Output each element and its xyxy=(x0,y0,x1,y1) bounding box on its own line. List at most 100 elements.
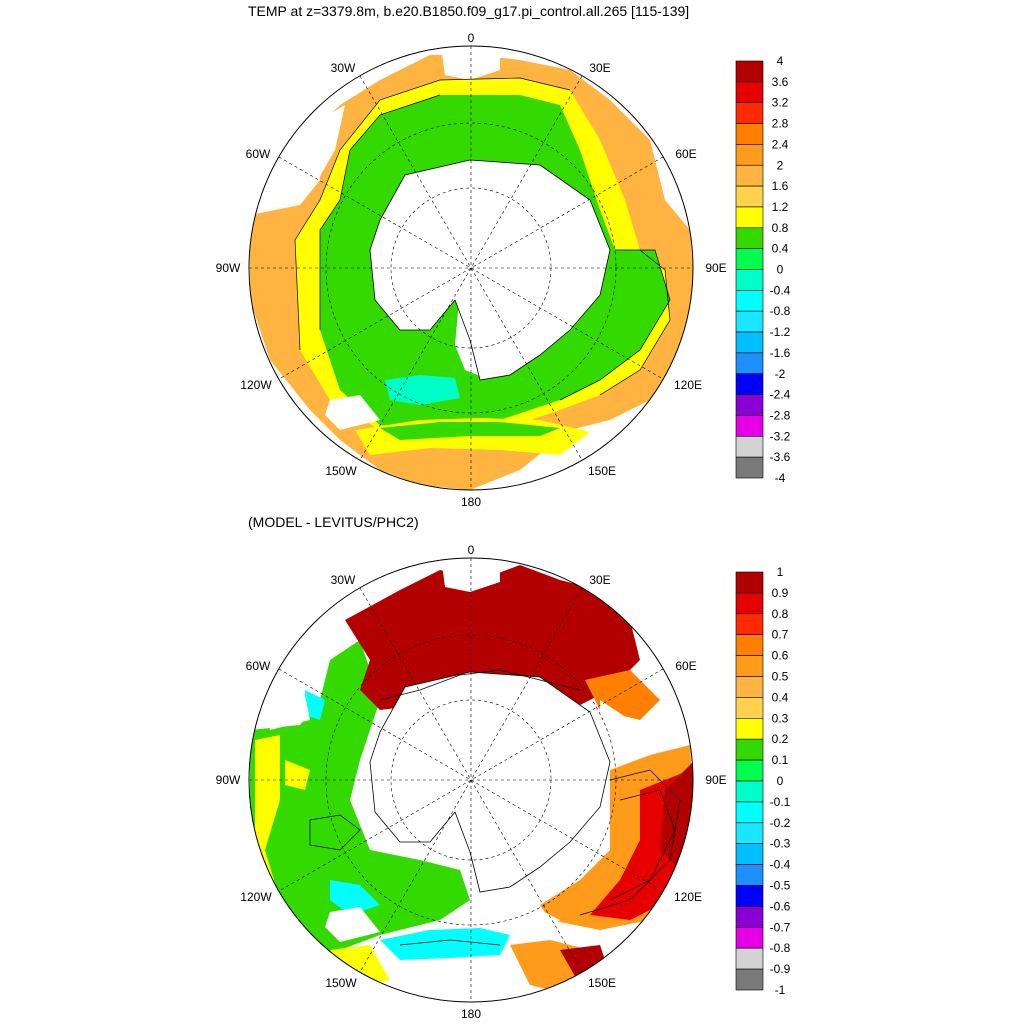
colorbar-bottom-tick-label: -0.5 xyxy=(770,879,791,893)
colorbar-bottom-tick-label: -0.3 xyxy=(770,837,791,851)
lon-label-90w: 90W xyxy=(216,261,241,275)
colorbar-bottom-swatch xyxy=(735,613,764,635)
colorbar-bottom-swatch xyxy=(735,968,764,991)
polar-map-bottom: 0 30E 60E 90E 120E 150E 180 150W 120W 90… xyxy=(216,543,727,1021)
colorbar-top-tick-label: -3.6 xyxy=(770,450,791,464)
colorbar-bottom-swatch xyxy=(735,780,764,803)
colorbar-top-tick-label: 1.2 xyxy=(772,200,789,214)
colorbar-top-swatch xyxy=(735,352,764,375)
colorbar-top-tick-label: 0.4 xyxy=(772,242,789,256)
colorbar-bottom-swatch xyxy=(735,864,764,886)
lon-label-0: 0 xyxy=(468,31,475,45)
graticule-top xyxy=(249,46,693,490)
colorbar-bottom-tick-label: 0.3 xyxy=(772,711,789,725)
colorbar-bottom-swatch xyxy=(735,885,764,907)
colorbar-top-tick-label: -3.2 xyxy=(770,429,791,443)
colorbar-bottom-swatch xyxy=(735,906,764,928)
colorbar-top-swatch xyxy=(735,290,764,312)
lon-label-0-b: 0 xyxy=(468,543,475,557)
lon-label-150w-b: 150W xyxy=(325,976,357,990)
colorbar-top-swatch xyxy=(735,81,764,103)
lon-label-30w: 30W xyxy=(331,61,356,75)
colorbar-top-tick-label: 3.2 xyxy=(772,96,789,110)
colorbar-top-swatch xyxy=(735,102,764,124)
colorbar-top-tick-label: 4 xyxy=(777,54,784,68)
colorbar-top-tick-label: -1.6 xyxy=(770,346,791,360)
colorbar-top-swatch xyxy=(735,415,764,437)
colorbar-top-swatch xyxy=(735,310,764,333)
colorbar-bottom-tick-label: 0.7 xyxy=(772,628,789,642)
colorbar-top-swatch xyxy=(735,248,764,270)
colorbar-top-swatch xyxy=(735,269,764,291)
polar-map-top: 0 30E 60E 90E 120E 150E 180 150W 120W 90… xyxy=(216,31,727,509)
map-border-bottom xyxy=(248,557,694,1003)
map-border-top xyxy=(248,45,694,491)
graticule-bottom xyxy=(249,558,693,1002)
colorbar-top-swatch xyxy=(735,164,764,187)
colorbar-bottom-tick-label: 0.1 xyxy=(772,753,789,767)
lon-label-150w: 150W xyxy=(325,464,357,478)
colorbar-bottom-tick-label: -0.6 xyxy=(770,899,791,913)
colorbar-bottom-tick-label: -0.8 xyxy=(770,941,791,955)
colorbar-bottom-tick-label: -0.4 xyxy=(770,858,791,872)
colorbar-bottom-swatch xyxy=(735,801,764,824)
lon-label-180: 180 xyxy=(461,495,481,509)
colorbar-top-tick-label: 0.8 xyxy=(772,221,789,235)
colorbar-bottom-tick-label: 0.4 xyxy=(772,690,789,704)
colorbar-top-tick-label: 2.4 xyxy=(772,137,789,151)
colorbar-top-tick-label: 2.8 xyxy=(772,117,789,131)
colorbar-bottom-tick-label: -0.1 xyxy=(770,795,791,809)
lon-label-150e-b: 150E xyxy=(588,976,616,990)
colorbar-bottom-swatch xyxy=(735,634,764,656)
lon-label-120e-b: 120E xyxy=(674,890,702,904)
colorbar-bottom-tick-label: 1 xyxy=(777,565,784,579)
colorbar-top-tick-label: 0 xyxy=(777,263,784,277)
colorbar-bottom-tick-label: 0.8 xyxy=(772,607,789,621)
colorbar-bottom-swatch xyxy=(735,717,764,740)
lon-label-60e: 60E xyxy=(675,147,696,161)
colorbar-bottom-tick-label: 0.6 xyxy=(772,649,789,663)
colorbar-bottom-tick-label: -1 xyxy=(775,983,786,997)
ocean-field-bottom xyxy=(249,558,693,1002)
colorbar-bottom-tick-label: -0.9 xyxy=(770,962,791,976)
colorbar-bottom: 1 0.9 0.8 0.7 0.6 0.5 0.4 0.3 0.2 0.1 0 -0.1 -0.2 -0.… xyxy=(735,565,791,997)
colorbar-bottom-swatch xyxy=(735,697,764,719)
lon-label-90e: 90E xyxy=(705,261,726,275)
colorbar-top-swatch xyxy=(735,227,764,249)
lon-label-30e: 30E xyxy=(589,61,610,75)
colorbar-top-tick-label: -1.2 xyxy=(770,325,791,339)
colorbar-bottom-tick-label: 0.2 xyxy=(772,732,789,746)
colorbar-bottom-swatch xyxy=(735,571,764,594)
colorbar-top-swatch xyxy=(735,331,764,354)
lon-label-90e-b: 90E xyxy=(705,773,726,787)
colorbar-top-swatch xyxy=(735,394,764,416)
lon-label-60w-b: 60W xyxy=(246,659,271,673)
colorbar-top-swatch xyxy=(735,60,764,83)
colorbar-bottom-tick-label: -0.2 xyxy=(770,816,791,830)
colorbar-bottom-swatch xyxy=(735,947,764,970)
colorbar-bottom-swatch xyxy=(735,738,764,761)
colorbar-top-swatch xyxy=(735,185,764,208)
colorbar-top-swatch xyxy=(735,123,764,145)
colorbar-top-tick-label: -4 xyxy=(775,471,786,485)
colorbar-top-tick-label: 3.6 xyxy=(772,75,789,89)
colorbar-top-tick-label: -2.8 xyxy=(770,408,791,422)
colorbar-bottom-tick-label: 0.5 xyxy=(772,670,789,684)
colorbar-top: 4 3.6 3.2 2.8 2.4 2 1.6 1.2 0.8 0.4 0 -0.4 -0.8 -1.2 -… xyxy=(735,54,791,485)
colorbar-bottom-swatch xyxy=(735,655,764,677)
colorbar-bottom-swatch xyxy=(735,822,764,844)
colorbar-top-tick-label: 1.6 xyxy=(772,179,789,193)
colorbar-bottom-tick-label: 0.9 xyxy=(772,586,789,600)
lon-label-180-b: 180 xyxy=(461,1007,481,1021)
lon-label-150e: 150E xyxy=(588,464,616,478)
colorbar-top-tick-label: -0.8 xyxy=(770,304,791,318)
lon-label-60e-b: 60E xyxy=(675,659,696,673)
colorbar-top-swatch xyxy=(735,435,764,458)
lon-label-120w: 120W xyxy=(240,378,272,392)
colorbar-top-swatch xyxy=(735,206,764,229)
colorbar-bottom-tick-label: 0 xyxy=(777,774,784,788)
colorbar-bottom-tick-label: -0.7 xyxy=(770,920,791,934)
colorbar-top-tick-label: -2 xyxy=(775,367,786,381)
colorbar-top-swatch xyxy=(735,144,764,166)
